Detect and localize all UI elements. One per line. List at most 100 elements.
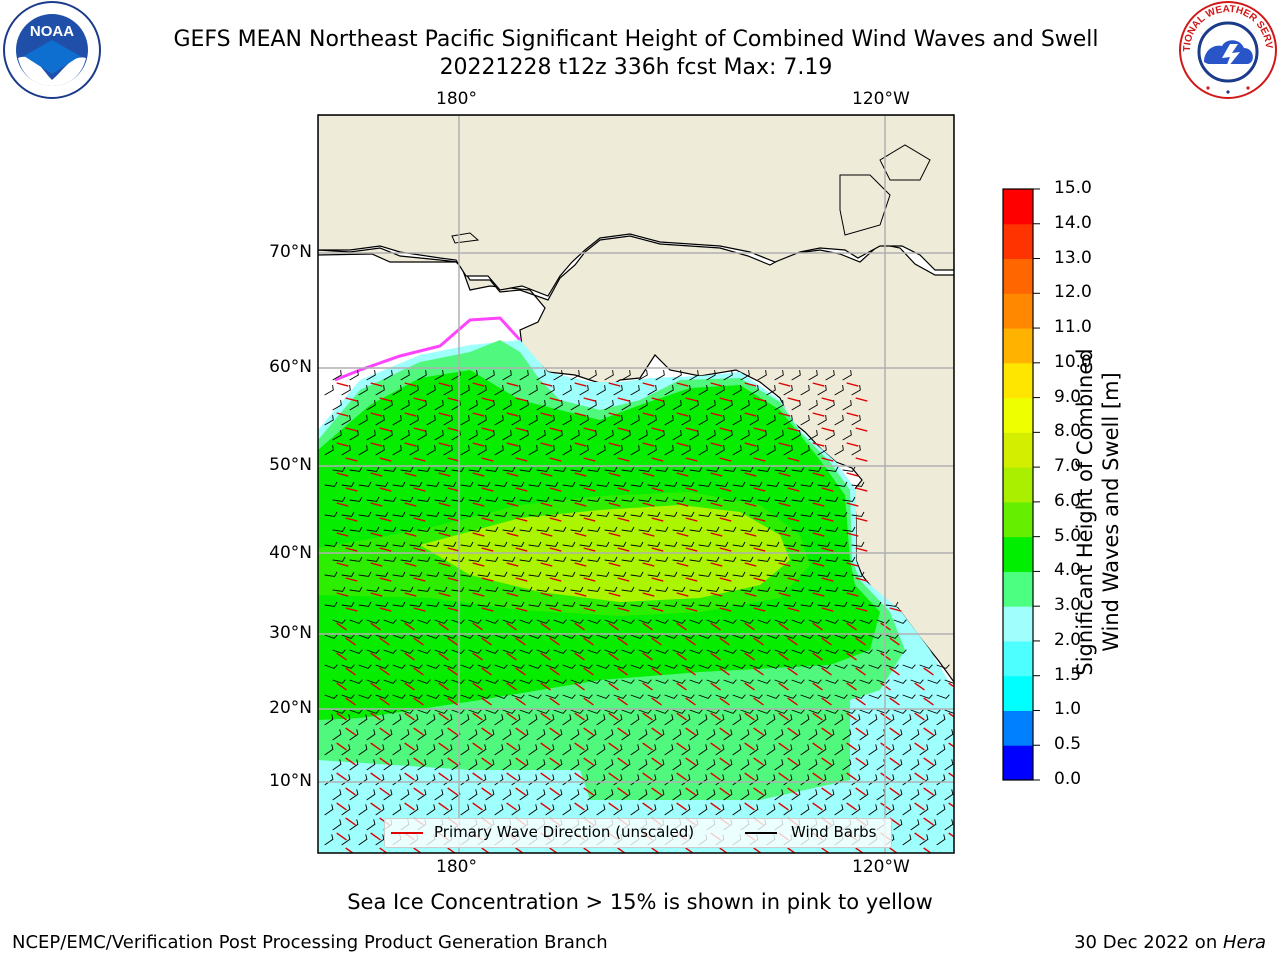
wind-barb [613,415,623,426]
wind-barb [417,556,431,562]
wind-barb [553,709,567,714]
wind-barb [536,729,546,741]
wind-barb [808,679,822,684]
wind-barb [494,664,508,669]
wind-barb [553,496,567,502]
wave-direction-arrow [413,517,426,522]
wave-direction-arrow [923,817,934,826]
wind-barb [706,430,716,441]
wind-barb [851,571,865,577]
colorbar-bin [1003,571,1033,607]
wind-barb [400,496,414,502]
wind-barb [519,789,529,801]
wind-barb [766,774,776,786]
wind-barb [783,664,797,669]
wind-barb [392,541,406,547]
wave-direction-arrow [676,682,687,691]
wave-direction-arrow [778,742,789,751]
wind-barb [842,679,856,684]
colorbar-bin [1003,745,1033,781]
wave-direction-arrow [345,517,358,522]
wind-barb [536,649,550,654]
wind-barb [451,400,461,411]
colorbar-title-line2: Wind Waves and Swell [m] [1099,372,1123,652]
wave-direction-arrow [744,442,757,447]
colorbar-bin [1003,536,1033,572]
wind-barb [341,714,351,726]
wind-barb [774,526,788,532]
wind-barb [536,789,546,801]
wind-barb [664,634,678,639]
wave-direction-arrow [515,757,526,766]
wave-direction-arrow [472,682,483,691]
wind-barb [477,664,491,669]
wind-barb [451,370,461,381]
wind-barb [647,541,661,547]
wave-direction-arrow [778,412,791,417]
wind-barb [613,445,623,456]
wind-barb [834,511,848,517]
wind-barb [715,481,729,487]
wind-barb [570,759,580,771]
wave-direction-arrow [438,502,451,507]
wave-direction-arrow [787,607,800,612]
wind-barb [757,619,771,624]
wind-barb [706,586,720,592]
wind-barb [570,649,584,654]
wave-direction-arrow [710,652,721,661]
wave-direction-arrow [778,622,789,631]
wave-direction-arrow [889,847,899,853]
wind-barb [800,714,810,726]
wind-barb [800,774,810,786]
wind-barb [936,804,946,816]
noaa-logo-text: NOAA [30,23,74,40]
wave-direction-arrow [345,457,358,462]
wind-barb [834,415,844,426]
colorbar-bin [1003,501,1033,538]
wave-direction-arrow [549,667,560,676]
wind-barb [740,789,750,801]
wind-barb [324,601,338,607]
wind-barb [460,511,474,517]
wind-barb [477,445,487,456]
colorbar-tick-label: 14.0 [1054,212,1092,233]
wind-barb [409,694,423,699]
lon-label-top-120w: 120°W [852,89,910,109]
wave-direction-arrow [719,697,730,706]
wave-direction-arrow [812,652,823,661]
wave-direction-arrow [719,607,732,612]
wave-direction-arrow [370,832,381,841]
wave-direction-arrow [447,457,460,462]
wave-direction-arrow [506,382,519,387]
wave-direction-arrow [685,577,698,582]
wind-barb [647,511,661,517]
wind-barb [613,714,623,726]
wind-barb [808,400,818,411]
wind-barb [791,496,805,502]
wave-direction-arrow [719,397,732,402]
wind-barb [876,619,890,624]
wave-direction-arrow [540,562,553,567]
wave-direction-arrow [846,592,859,597]
wind-barb [638,649,652,654]
wind-barb [375,601,389,607]
wave-direction-arrow [778,562,791,567]
wind-barb [664,541,678,547]
wave-direction-arrow [506,472,519,477]
wind-barb [553,466,567,472]
wind-barb [791,586,805,592]
wave-direction-arrow [472,442,485,447]
wind-barb [791,759,801,771]
wave-direction-arrow [404,592,417,597]
wind-barb [825,649,839,654]
wave-direction-arrow [336,682,347,691]
wind-barb [332,679,346,684]
wind-barb [528,415,538,426]
wave-direction-arrow [846,472,859,477]
wind-barb [417,729,427,741]
wind-barb [332,526,346,532]
wind-barb [366,759,376,771]
wind-barb [409,774,419,786]
wave-direction-arrow [642,412,655,417]
wind-barb [613,511,627,517]
